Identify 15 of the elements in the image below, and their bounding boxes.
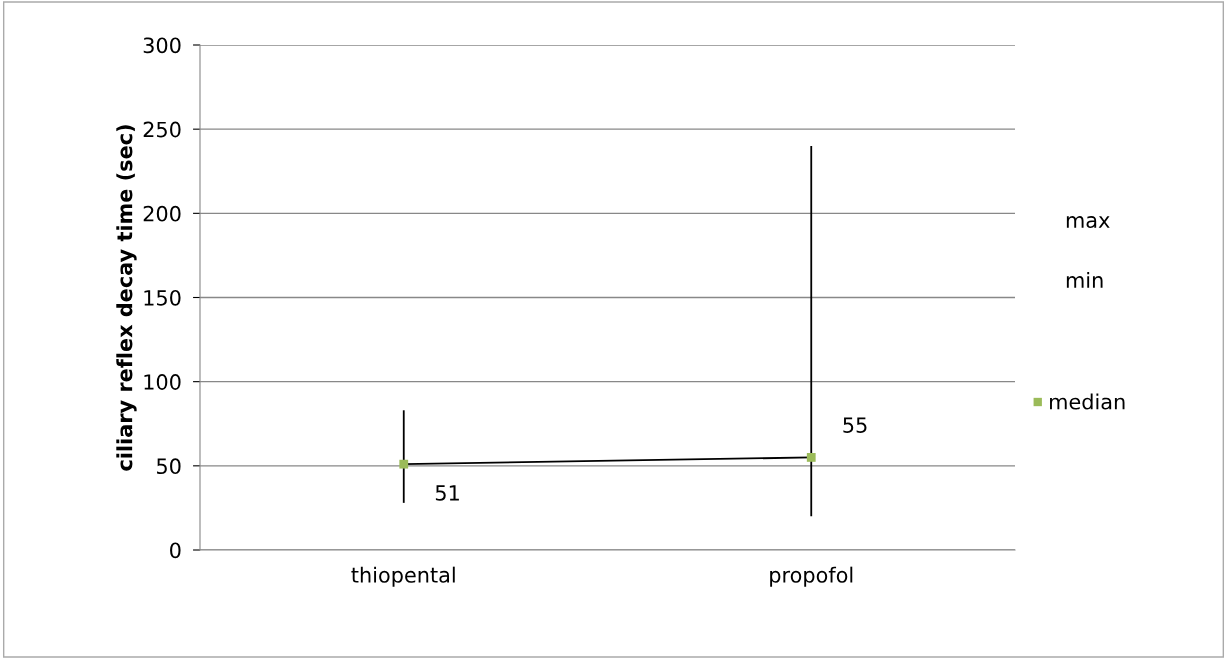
text: max bbox=[1066, 216, 1110, 229]
y-tick-label: 300 bbox=[143, 37, 181, 54]
y-tick-label: 0 bbox=[170, 542, 181, 559]
y-axis-title: ciliary reflex decay time (sec) bbox=[116, 125, 137, 471]
x-tick-label: thiopental bbox=[351, 566, 455, 587]
y-tick-label: 50 bbox=[157, 458, 181, 475]
y-tick-label: 100 bbox=[144, 374, 181, 390]
legend-label: median bbox=[1050, 393, 1125, 410]
y-tick-label: 200 bbox=[143, 205, 181, 222]
x-tick-label: propofol bbox=[770, 566, 853, 587]
text: min bbox=[1066, 271, 1103, 288]
y-tick-label: 150 bbox=[144, 289, 181, 306]
data-label: 51 bbox=[435, 485, 459, 501]
data-label: 55 bbox=[843, 417, 867, 433]
y-tick-label: 250 bbox=[143, 121, 181, 138]
